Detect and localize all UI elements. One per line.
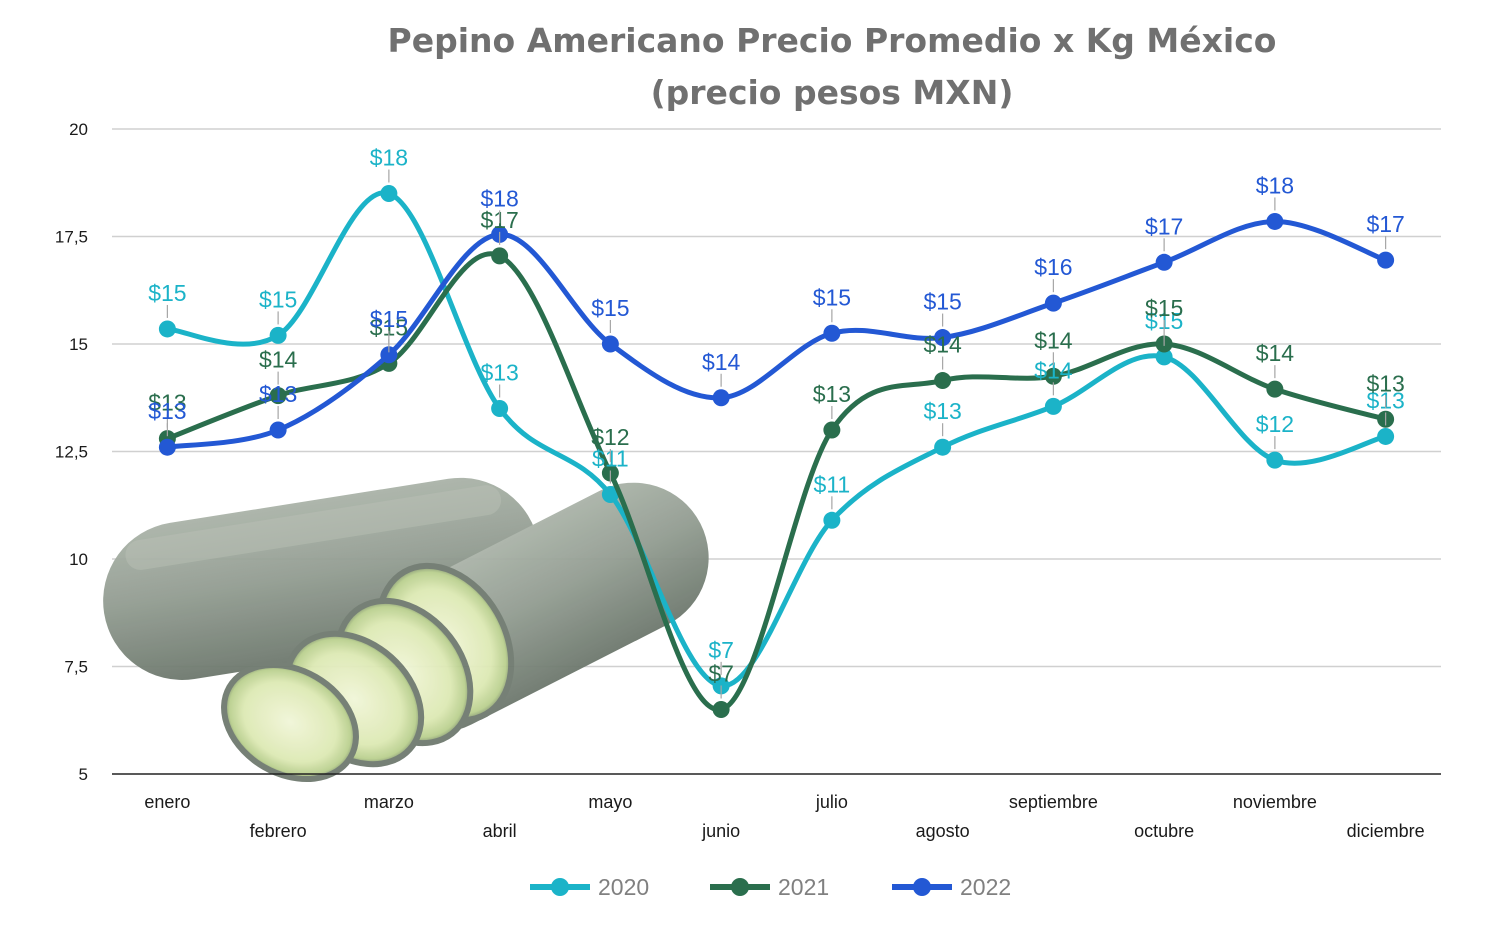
data-label-2021: $13 <box>148 390 186 416</box>
y-tick-label: 17,5 <box>55 228 88 247</box>
y-tick-label: 12,5 <box>55 443 88 462</box>
data-label-2020: $18 <box>370 145 408 171</box>
legend-label-2021: 2021 <box>778 874 829 900</box>
data-point-2021 <box>269 387 287 405</box>
x-tick-label: julio <box>815 792 848 812</box>
data-label-2022: $13 <box>259 381 297 407</box>
x-tick-label: febrero <box>250 821 307 841</box>
chart-title-line1: Pepino Americano Precio Promedio x Kg Mé… <box>388 21 1277 60</box>
data-point-2022 <box>1155 253 1173 271</box>
data-label-2022: $17 <box>1366 211 1404 237</box>
data-label-2020: $11 <box>814 471 851 497</box>
y-tick-label: 20 <box>69 120 88 139</box>
data-point-2020 <box>491 400 509 417</box>
data-point-2022 <box>1266 212 1284 230</box>
data-label-2021: $14 <box>923 332 962 358</box>
data-label-2021: $13 <box>813 381 851 407</box>
legend-label-2020: 2020 <box>598 874 649 900</box>
legend-marker-2020 <box>551 878 569 896</box>
data-point-2022 <box>158 438 176 456</box>
legend-marker-2022 <box>913 878 931 896</box>
data-label-2021: $14 <box>1034 327 1073 353</box>
x-tick-label: diciembre <box>1347 821 1425 841</box>
y-tick-label: 5 <box>79 765 88 784</box>
data-labels: $15 $15$18$13$11$7$11$13$14$15$12$13$13$1… <box>148 145 1405 699</box>
data-point-2021 <box>712 701 730 718</box>
data-point-2021 <box>823 421 841 439</box>
data-point-2020 <box>934 438 952 456</box>
data-label-2022: $18 <box>1256 172 1294 198</box>
data-point-2022 <box>934 329 952 347</box>
data-point-2020 <box>1377 427 1395 445</box>
data-point-2020 <box>158 320 176 338</box>
data-point-2022 <box>1377 251 1395 269</box>
data-label-2022: $14 <box>702 349 741 375</box>
data-label-2022: $18 <box>480 185 518 211</box>
x-tick-label: septiembre <box>1009 792 1098 812</box>
legend-marker-2021 <box>731 878 749 896</box>
data-label-2022: $17 <box>1145 213 1183 239</box>
data-point-2022 <box>823 324 841 342</box>
legend-label-2022: 2022 <box>960 874 1011 900</box>
y-tick-label: 7,5 <box>64 658 88 677</box>
data-label-2020: $12 <box>1256 411 1294 437</box>
data-point-2020 <box>1044 397 1062 415</box>
data-label-2022: $15 <box>813 284 851 310</box>
data-label-2020: $15 <box>259 286 297 312</box>
y-tick-label: 15 <box>69 335 88 354</box>
x-tick-label: agosto <box>916 821 970 841</box>
data-point-2020 <box>269 326 287 344</box>
data-point-2021 <box>934 372 952 390</box>
legend: 2020 2021 2022 <box>530 874 1011 900</box>
data-label-2021: $12 <box>591 424 629 450</box>
data-label-2020: $13 <box>923 398 961 424</box>
data-label-2020: $7 <box>708 637 734 663</box>
cucumber-illustration <box>103 477 709 783</box>
data-point-2020 <box>380 185 398 202</box>
x-axis-ticks: enero febrero marzo abril mayo junio julio agos… <box>144 792 1424 841</box>
data-label-2020: $13 <box>480 360 518 386</box>
data-label-2022: $15 <box>370 306 408 332</box>
series-line-2022 <box>164 218 1389 450</box>
y-tick-label: 10 <box>69 550 88 569</box>
x-tick-label: octubre <box>1134 821 1194 841</box>
data-point-2022 <box>712 389 730 407</box>
x-tick-label: junio <box>701 821 740 841</box>
data-point-2022 <box>601 335 619 353</box>
x-tick-label: enero <box>144 792 190 812</box>
data-label-2022: $15 <box>591 295 629 321</box>
data-label-2021: $14 <box>259 347 298 373</box>
data-label-2021: $7 <box>708 661 734 687</box>
data-point-2020 <box>823 511 841 529</box>
data-point-2021 <box>1044 367 1062 385</box>
data-point-2022 <box>269 421 287 439</box>
y-axis-ticks: 5 7,5 10 12,5 15 17,5 20 <box>55 120 88 784</box>
x-tick-label: marzo <box>364 792 414 812</box>
data-label-2022: $15 <box>923 289 961 315</box>
data-point-2022 <box>1044 294 1062 312</box>
data-label-2022: $13 <box>148 398 186 424</box>
data-point-2021 <box>491 247 509 265</box>
x-tick-label: noviembre <box>1233 792 1317 812</box>
data-point-2020 <box>1266 451 1284 469</box>
x-tick-label: mayo <box>588 792 632 812</box>
data-point-2020 <box>601 486 619 503</box>
x-tick-label: abril <box>483 821 517 841</box>
data-point-2020 <box>1155 348 1173 366</box>
data-label-2021: $15 <box>1145 295 1183 321</box>
data-label-2022: $16 <box>1034 254 1072 280</box>
data-point-2021 <box>1266 380 1284 398</box>
data-label-2020: $15 <box>148 280 186 306</box>
chart-title-line2: (precio pesos MXN) <box>651 73 1014 112</box>
data-point-2022 <box>380 346 398 364</box>
data-label-2021: $14 <box>1256 340 1295 366</box>
data-label-2021: $13 <box>1366 370 1404 396</box>
